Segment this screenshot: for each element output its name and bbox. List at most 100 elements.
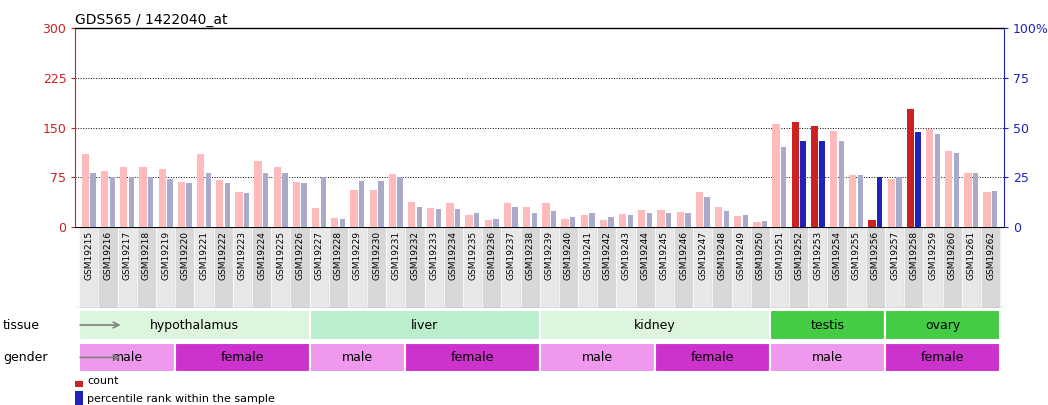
Bar [801,141,806,227]
Bar [973,173,978,227]
Bar [521,227,540,308]
Text: GSM19228: GSM19228 [333,231,343,280]
Text: GSM19258: GSM19258 [910,231,918,280]
Bar [732,227,750,308]
Bar [942,227,962,308]
Bar [540,310,770,339]
Bar [531,213,537,227]
Bar [886,310,1000,339]
Text: GSM19232: GSM19232 [411,231,419,280]
Bar [148,177,153,227]
Bar [964,173,971,227]
Bar [696,192,703,227]
Text: female: female [451,351,495,364]
Bar [628,215,633,227]
Text: GSM19241: GSM19241 [583,231,592,280]
Bar [436,209,441,227]
Bar [981,227,1000,308]
Text: GSM19224: GSM19224 [257,231,266,280]
Text: kidney: kidney [634,318,676,332]
Text: GDS565 / 1422040_at: GDS565 / 1422040_at [75,13,228,27]
Bar [847,227,866,308]
Bar [770,343,886,372]
Bar [484,220,492,227]
Bar [455,209,460,227]
Bar [378,181,384,227]
Bar [685,213,691,227]
Bar [350,190,357,227]
Text: hypothalamus: hypothalamus [150,318,239,332]
Text: liver: liver [411,318,438,332]
Bar [886,227,904,308]
Bar [734,216,741,227]
Bar [704,197,709,227]
Bar [609,217,614,227]
Bar [274,167,281,227]
Bar [597,227,616,308]
Bar [923,227,942,308]
Bar [156,227,175,308]
Text: male: male [582,351,613,364]
Bar [312,208,320,227]
Bar [101,171,108,227]
Text: GSM19227: GSM19227 [314,231,324,280]
Bar [866,227,886,308]
Bar [512,207,518,227]
Text: male: male [112,351,143,364]
Bar [523,207,530,227]
Bar [770,310,886,339]
Bar [252,227,271,308]
Bar [501,227,521,308]
Bar [194,227,214,308]
Bar [945,151,953,227]
Bar [244,193,249,227]
Text: GSM19246: GSM19246 [679,231,689,280]
Text: GSM19249: GSM19249 [737,231,746,280]
Text: GSM19242: GSM19242 [603,231,611,280]
Bar [389,174,396,227]
Bar [559,227,578,308]
Text: GSM19225: GSM19225 [277,231,285,280]
Bar [99,227,117,308]
Bar [781,147,786,227]
Bar [992,191,998,227]
Bar [329,227,348,308]
Bar [80,310,309,339]
Bar [205,173,211,227]
Bar [397,177,402,227]
Bar [387,227,406,308]
Bar [321,177,326,227]
Bar [962,227,981,308]
Bar [828,227,847,308]
Bar [570,217,575,227]
Bar [424,227,443,308]
Text: testis: testis [810,318,845,332]
Bar [309,343,406,372]
Bar [117,227,137,308]
Text: female: female [691,351,734,364]
Text: GSM19233: GSM19233 [430,231,439,280]
Bar [743,215,748,227]
Bar [578,227,597,308]
Text: GSM19248: GSM19248 [718,231,726,280]
Bar [482,227,501,308]
Bar [674,227,693,308]
Bar [367,227,387,308]
Bar [915,132,921,227]
Bar [820,141,825,227]
Text: GSM19230: GSM19230 [372,231,381,280]
Bar [359,181,365,227]
Text: GSM19250: GSM19250 [756,231,765,280]
Bar [849,175,856,227]
Text: GSM19261: GSM19261 [967,231,976,280]
Bar [715,207,722,227]
Text: GSM19220: GSM19220 [180,231,190,280]
Bar [175,227,194,308]
Text: GSM19218: GSM19218 [141,231,151,280]
Text: GSM19243: GSM19243 [621,231,631,280]
Text: GSM19259: GSM19259 [929,231,938,280]
Bar [858,175,864,227]
Bar [888,179,895,227]
Bar [655,343,770,372]
Bar [619,213,627,227]
